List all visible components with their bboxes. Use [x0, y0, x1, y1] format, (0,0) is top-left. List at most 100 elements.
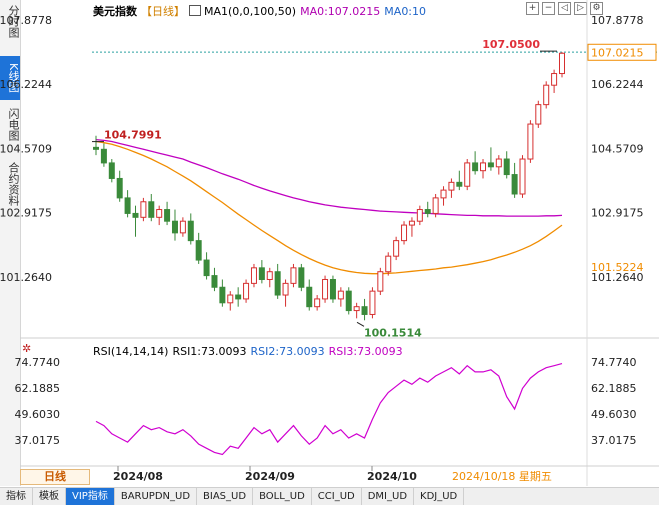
ma0-value: MA0:107.0215 [300, 5, 381, 18]
ma-indicator-icon[interactable] [189, 5, 201, 16]
rsi-tick-left: 62.1885 [15, 382, 61, 395]
candle-body [543, 84, 550, 106]
cursor-date-label: 2024/10/18 星期五 [452, 470, 552, 483]
price-tick-left: 102.9175 [0, 207, 52, 220]
candle-body [393, 240, 400, 257]
tab-boll[interactable]: BOLL_UD [253, 488, 312, 505]
candle-body [100, 148, 107, 164]
scroll-left-icon[interactable]: ◁ [558, 2, 571, 15]
tab-kline[interactable]: K线图 [0, 56, 20, 100]
ma-last-label: 101.5224 [591, 261, 644, 274]
candle-body [266, 271, 273, 280]
rsi-settings-icon: ✲ [22, 342, 31, 355]
price-tick-right: 106.2244 [591, 78, 644, 91]
candle-body [156, 209, 163, 218]
candle-body [235, 294, 242, 300]
candle-body [440, 189, 447, 199]
price-tick-left: 107.8778 [0, 14, 52, 27]
candle-body [432, 197, 439, 214]
kline-chart[interactable]: 107.8778 107.8778 106.2244 106.2244 104.5709… [0, 0, 659, 486]
ma-start-label: 104.7991 [104, 129, 162, 142]
candle-body [551, 73, 558, 86]
candle-body [487, 162, 494, 168]
candle-body [424, 209, 431, 214]
tab-indicators[interactable]: 指标 [0, 488, 33, 505]
candle-body [337, 290, 344, 300]
chart-header: 美元指数 【日线】 MA1(0,0,100,50) MA0:107.0215 MA0:1… [93, 3, 430, 19]
candle-body [519, 158, 526, 195]
rsi-tick-right: 37.0175 [591, 434, 637, 447]
rsi1-value: RSI1:73.0093 [172, 345, 247, 358]
candle-body [503, 158, 510, 176]
time-period-label[interactable]: 日线 [20, 469, 90, 485]
candle-body [377, 271, 384, 292]
candle-body [298, 267, 305, 288]
candle-body [258, 267, 265, 280]
candle-body [329, 278, 336, 300]
candle-body [290, 267, 297, 284]
indicator-tab-bar: 指标 模板 VIP指标 BARUPDN_UD BIAS_UD BOLL_UD C… [0, 487, 659, 505]
candle-body [171, 220, 178, 234]
candle-body [148, 201, 155, 218]
price-tick-right: 101.2640 [591, 271, 644, 284]
candle-body [93, 146, 99, 150]
candle-body [211, 275, 218, 288]
candle-body [322, 278, 329, 300]
price-tick-right: 107.8778 [591, 14, 644, 27]
settings-icon[interactable]: ⚙ [590, 2, 603, 15]
tab-dmi[interactable]: DMI_UD [362, 488, 415, 505]
tab-contract-info[interactable]: 合约资料 [7, 162, 20, 206]
price-tick-left: 101.2640 [0, 271, 52, 284]
tab-kdj[interactable]: KDJ_UD [414, 488, 465, 505]
rsi-tick-right: 62.1885 [591, 382, 637, 395]
time-label: 2024/10 [367, 470, 417, 483]
candle-body [187, 220, 194, 242]
candle-body [274, 271, 281, 296]
candle-body [353, 306, 360, 312]
candle-body [116, 177, 123, 199]
candle-body [401, 224, 408, 242]
tab-lightning[interactable]: 闪电图 [7, 107, 20, 141]
tab-timeshare[interactable]: 分时图 [7, 4, 20, 38]
last-price-label: 107.0215 [591, 46, 644, 59]
candle-body [527, 123, 534, 160]
left-sidebar: 分时图 K线图 闪电图 合约资料 [0, 0, 21, 486]
candle-body [408, 220, 415, 226]
candle-body [195, 240, 202, 261]
rsi3-value: RSI3:73.0093 [328, 345, 403, 358]
last-price-box [587, 43, 657, 61]
candle-body [495, 158, 502, 168]
zoom-out-icon[interactable]: − [542, 2, 555, 15]
tab-vip-indicators[interactable]: VIP指标 [66, 488, 115, 505]
rsi-tick-left: 49.6030 [15, 408, 61, 421]
candle-body [282, 282, 289, 296]
candle-body [480, 162, 487, 172]
price-tick-left: 104.5709 [0, 143, 52, 156]
price-tick-left: 106.2244 [0, 78, 52, 91]
candle-body [369, 290, 376, 315]
candle-body [559, 52, 565, 75]
candle-body [511, 174, 518, 195]
rsi2-value: RSI2:73.0093 [250, 345, 325, 358]
price-tick-right: 104.5709 [591, 143, 644, 156]
candle-body [124, 197, 131, 214]
candle-body [203, 259, 210, 277]
time-label: 2024/09 [245, 470, 295, 483]
tab-templates[interactable]: 模板 [33, 488, 66, 505]
rsi-tick-right: 49.6030 [591, 408, 637, 421]
tab-cci[interactable]: CCI_UD [312, 488, 362, 505]
candle-body [416, 209, 423, 222]
tab-bias[interactable]: BIAS_UD [197, 488, 254, 505]
ma-orange-line [95, 140, 563, 275]
ma10-value: MA0:10 [384, 5, 427, 18]
candle-body [243, 282, 250, 300]
high-label: 107.0500 [482, 38, 540, 51]
period-label[interactable]: 【日线】 [141, 5, 185, 18]
candle-body [464, 162, 471, 187]
zoom-in-icon[interactable]: + [526, 2, 539, 15]
tab-barupdn[interactable]: BARUPDN_UD [115, 488, 198, 505]
candle-body [227, 294, 234, 304]
candle-body [361, 306, 368, 315]
candle-body [314, 298, 321, 308]
candle-body [132, 212, 139, 218]
